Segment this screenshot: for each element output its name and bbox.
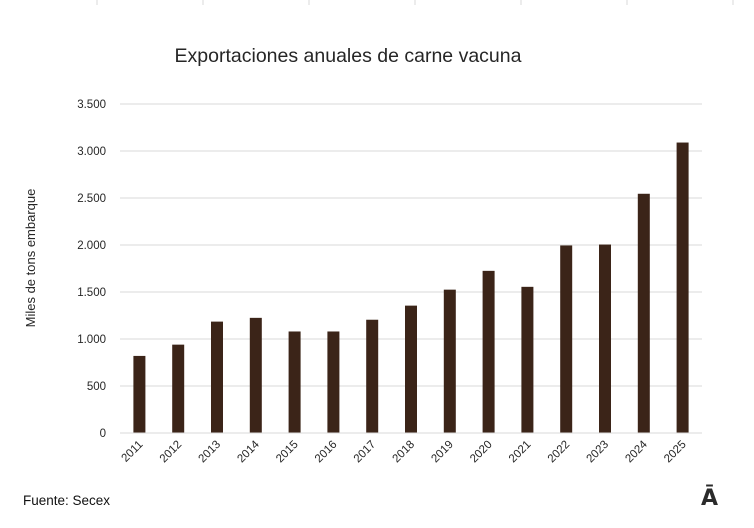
bars	[133, 142, 689, 434]
bar-2016	[327, 331, 340, 433]
bar-2015	[288, 331, 301, 433]
bar-2014	[249, 317, 262, 433]
x-tick-label: 2011	[120, 439, 146, 465]
bar-2022	[560, 245, 573, 433]
y-tick-label: 0	[100, 428, 106, 440]
y-axis-label: Miles de tons embarque	[23, 189, 38, 328]
y-tick-label: 1.500	[77, 287, 106, 299]
y-tick-label: 2.000	[77, 240, 106, 252]
source-note: Fuente: Secex	[23, 493, 111, 508]
x-tick-label: 2022	[546, 439, 573, 466]
x-tick-label: 2021	[507, 439, 534, 466]
x-tick-label: 2024	[623, 438, 650, 465]
x-tick-labels: 2011 2012 2013 2014 2015 2016 2017 2018 2019 2020…	[120, 438, 689, 465]
x-tick-label: 2023	[585, 439, 612, 466]
bar-2019	[443, 289, 456, 433]
chart-title: Exportaciones anuales de carne vacuna	[175, 45, 522, 67]
brand-logo: Ā	[701, 486, 719, 511]
y-tick-labels: 0 500 1.000 1.500 2.000 2.500 3.000 3.500	[77, 99, 106, 440]
x-tick-label: 2019	[429, 439, 456, 466]
x-tick-label: 2013	[197, 439, 224, 466]
bar-2011	[133, 355, 146, 433]
bar-2017	[366, 319, 379, 433]
y-tick-label: 500	[87, 381, 106, 393]
x-tick-label: 2016	[313, 439, 340, 466]
y-tick-label: 3.000	[77, 146, 106, 158]
bar-2024	[637, 193, 650, 433]
x-tick-label: 2017	[352, 439, 379, 466]
bar-2023	[599, 244, 611, 433]
x-tick-label: 2018	[391, 439, 418, 466]
bar-2012	[172, 344, 185, 433]
y-tick-label: 2.500	[77, 193, 106, 205]
bar-2013	[211, 321, 223, 433]
bar-2020	[482, 270, 495, 433]
y-tick-label: 1.000	[77, 334, 106, 346]
bar-2018	[405, 305, 417, 433]
x-tick-label: 2020	[468, 439, 495, 466]
x-tick-label: 2015	[274, 439, 301, 466]
bar-2021	[521, 286, 534, 433]
x-tick-label: 2012	[158, 439, 185, 466]
x-tick-label: 2025	[662, 439, 689, 466]
top-guide-lines	[96, 0, 734, 5]
y-tick-label: 3.500	[77, 99, 106, 111]
x-tick-label: 2014	[235, 438, 262, 465]
bar-2025	[676, 142, 689, 434]
